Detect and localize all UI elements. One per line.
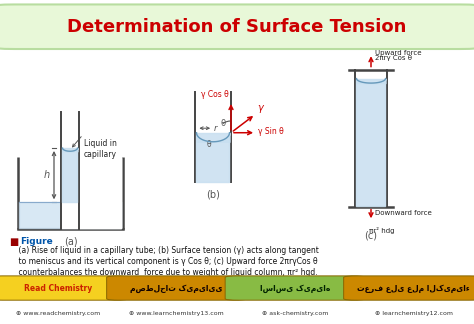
FancyBboxPatch shape bbox=[344, 276, 474, 300]
Text: Determination of Surface Tension: Determination of Surface Tension bbox=[67, 18, 407, 36]
Text: ■: ■ bbox=[9, 237, 18, 247]
Text: to meniscus and its vertical component is γ Cos θ; (c) Upward force 2πrγCos θ: to meniscus and its vertical component i… bbox=[9, 257, 318, 266]
Text: مصطلحات کیمیایی: مصطلحات کیمیایی bbox=[130, 284, 223, 293]
Text: ⊕ learnchemistry12.com: ⊕ learnchemistry12.com bbox=[374, 311, 453, 316]
Text: 2πrγ Cos θ: 2πrγ Cos θ bbox=[375, 55, 412, 61]
Text: ⊕ www.readchemistry.com: ⊕ www.readchemistry.com bbox=[16, 311, 100, 316]
Text: γ: γ bbox=[257, 103, 263, 113]
FancyBboxPatch shape bbox=[107, 276, 246, 300]
Text: تعرف علی علم الکیمیاء: تعرف علی علم الکیمیاء bbox=[357, 284, 470, 293]
Text: Upward force: Upward force bbox=[375, 50, 421, 56]
Text: counterbalances the downward  force due to weight of liquid column, πr² hgd.: counterbalances the downward force due t… bbox=[9, 268, 318, 277]
Text: Downward force: Downward force bbox=[375, 210, 432, 216]
Text: Figure: Figure bbox=[20, 237, 53, 246]
FancyBboxPatch shape bbox=[225, 276, 365, 300]
Text: ⊕ ask-chemistry.com: ⊕ ask-chemistry.com bbox=[262, 311, 328, 316]
Text: γ Sin θ: γ Sin θ bbox=[258, 127, 284, 136]
Text: (b): (b) bbox=[206, 190, 220, 200]
Text: γ Cos θ: γ Cos θ bbox=[201, 90, 229, 99]
Text: (a): (a) bbox=[64, 237, 77, 247]
Text: (a) Rise of liquid in a capillary tube; (b) Surface tension (γ) acts along tange: (a) Rise of liquid in a capillary tube; … bbox=[9, 246, 319, 255]
Text: (c): (c) bbox=[365, 230, 377, 240]
FancyBboxPatch shape bbox=[0, 5, 474, 49]
Text: Liquid in
capillary: Liquid in capillary bbox=[84, 139, 117, 159]
Text: h: h bbox=[44, 170, 50, 180]
Text: θ: θ bbox=[220, 119, 226, 128]
Text: ⊕ www.learnchemistry13.com: ⊕ www.learnchemistry13.com bbox=[129, 311, 224, 316]
Text: r: r bbox=[214, 124, 218, 133]
FancyBboxPatch shape bbox=[0, 276, 128, 300]
Text: θ: θ bbox=[206, 140, 211, 149]
Text: اساسی کیمیاه: اساسی کیمیاه bbox=[260, 284, 330, 293]
Text: Read Chemistry: Read Chemistry bbox=[24, 284, 92, 293]
Text: πr² hdg: πr² hdg bbox=[369, 227, 394, 235]
